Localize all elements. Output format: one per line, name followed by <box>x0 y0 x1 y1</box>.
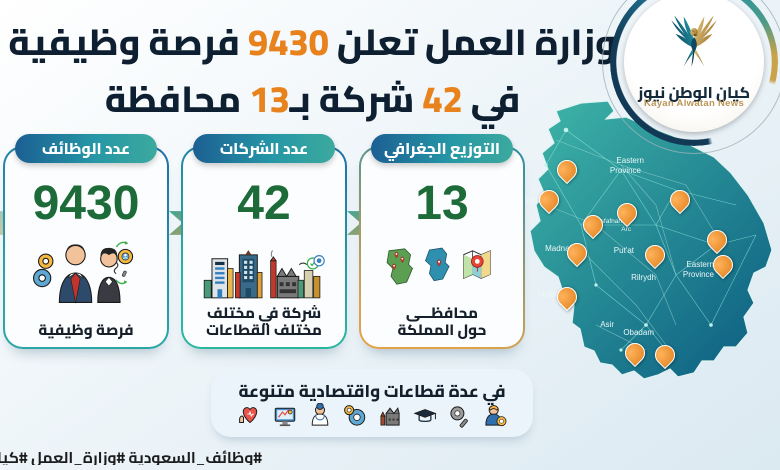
svg-text:Asir: Asir <box>600 320 614 329</box>
svg-text:Eastern: Eastern <box>616 156 644 165</box>
svg-text:Province: Province <box>610 166 642 175</box>
svg-text:Put'at: Put'at <box>614 246 635 255</box>
svg-text:Eastern: Eastern <box>686 260 714 269</box>
svg-text:Rilrydh: Rilrydh <box>631 273 656 282</box>
svg-text:Obadam: Obadam <box>623 328 654 337</box>
svg-text:Province: Province <box>683 270 715 279</box>
